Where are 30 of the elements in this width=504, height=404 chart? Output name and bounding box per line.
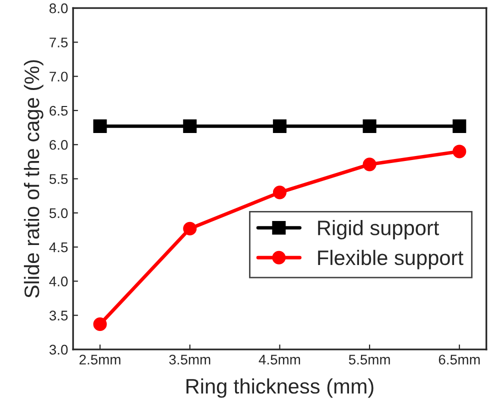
y-tick-label: 7.5 xyxy=(50,38,68,48)
point xyxy=(452,119,466,133)
point xyxy=(272,186,286,200)
point xyxy=(183,119,197,133)
point xyxy=(93,119,107,133)
y-tick-label: 4.5 xyxy=(49,242,68,252)
point xyxy=(362,119,376,133)
y-tick-label: 8.0 xyxy=(50,3,68,14)
x-tick-label: 3.5mm xyxy=(169,354,210,365)
y-tick-label: 5.5 xyxy=(49,174,68,184)
point xyxy=(93,317,107,331)
y-axis-title: Slide ratio of the cage (%) xyxy=(24,60,44,298)
legend-label: Flexible support xyxy=(318,250,464,270)
y-tick-label: 6.0 xyxy=(50,140,68,150)
x-tick-label: 2.5mm xyxy=(80,354,120,365)
x-tick-label: 6.5mm xyxy=(438,354,480,365)
x-tick-label: 4.5mm xyxy=(258,354,300,365)
point xyxy=(452,144,466,158)
y-tick-label: 7.0 xyxy=(50,72,68,82)
y-tick-label: 6.5 xyxy=(50,106,68,116)
y-tick-label: 4.0 xyxy=(49,276,68,286)
point xyxy=(272,119,286,133)
y-tick-label: 5.0 xyxy=(49,208,68,218)
point xyxy=(183,222,197,236)
point xyxy=(362,158,376,172)
y-tick-label: 3.5 xyxy=(49,310,68,320)
x-tick-label: 5.5mm xyxy=(348,354,390,365)
y-tick-label: 3.0 xyxy=(49,344,68,355)
legend-label: Rigid support xyxy=(318,220,440,240)
x-axis-title: Ring thickness (mm) xyxy=(186,378,374,398)
